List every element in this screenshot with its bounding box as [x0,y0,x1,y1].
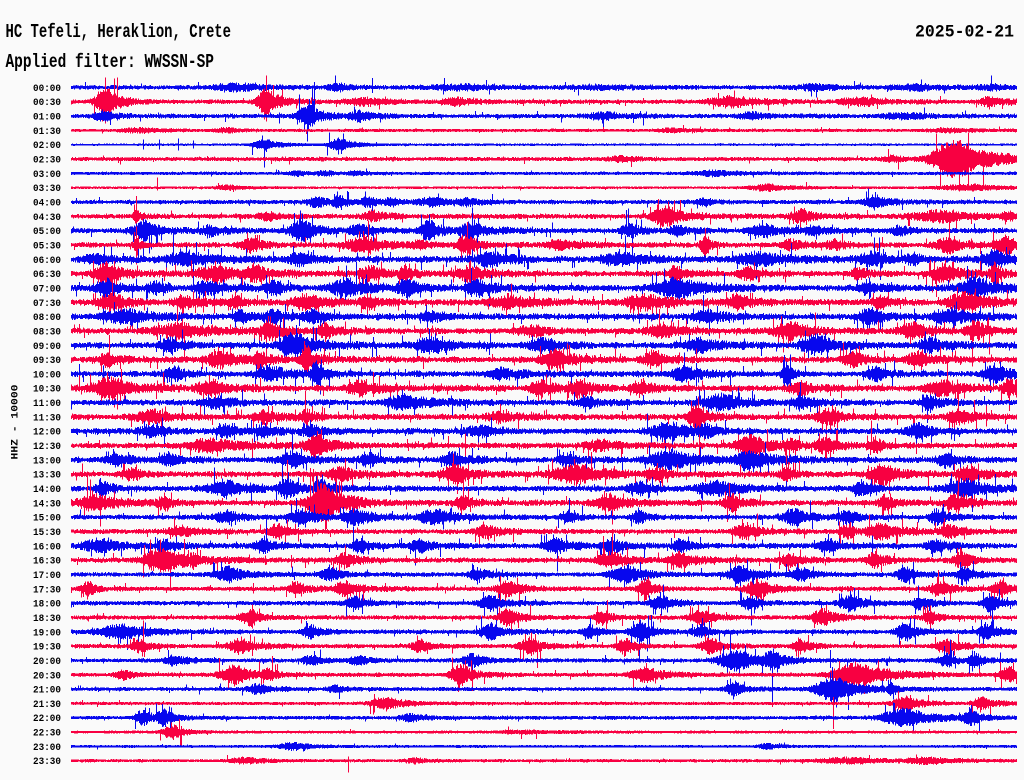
svg-text:22:30: 22:30 [33,728,61,740]
svg-text:21:30: 21:30 [33,699,61,711]
svg-text:05:00: 05:00 [33,226,61,238]
svg-text:12:30: 12:30 [33,441,61,453]
svg-text:15:00: 15:00 [33,513,61,525]
svg-text:05:30: 05:30 [33,241,61,253]
svg-text:08:30: 08:30 [33,327,61,339]
svg-text:02:00: 02:00 [33,140,61,152]
svg-text:20:00: 20:00 [33,656,61,668]
svg-text:19:30: 19:30 [33,642,61,654]
svg-text:23:30: 23:30 [33,756,61,768]
svg-text:08:00: 08:00 [33,312,61,324]
svg-text:04:00: 04:00 [33,198,61,210]
svg-text:11:30: 11:30 [33,413,61,425]
svg-text:Applied filter: WWSSN-SP: Applied filter: WWSSN-SP [6,51,215,73]
svg-text:16:00: 16:00 [33,542,61,554]
svg-text:18:30: 18:30 [33,613,61,625]
svg-text:HHZ - 10000: HHZ - 10000 [10,385,22,460]
svg-text:07:00: 07:00 [33,284,61,296]
svg-text:02:30: 02:30 [33,155,61,167]
svg-text:14:00: 14:00 [33,484,61,496]
svg-text:09:30: 09:30 [33,355,61,367]
svg-text:12:00: 12:00 [33,427,61,439]
svg-text:03:00: 03:00 [33,169,61,181]
svg-text:17:30: 17:30 [33,585,61,597]
svg-text:07:30: 07:30 [33,298,61,310]
svg-text:00:00: 00:00 [33,83,61,95]
svg-text:18:00: 18:00 [33,599,61,611]
svg-text:16:30: 16:30 [33,556,61,568]
svg-text:03:30: 03:30 [33,183,61,195]
svg-text:10:00: 10:00 [33,370,61,382]
svg-text:17:00: 17:00 [33,570,61,582]
svg-text:06:30: 06:30 [33,269,61,281]
svg-text:19:00: 19:00 [33,628,61,640]
svg-text:20:30: 20:30 [33,671,61,683]
svg-text:09:00: 09:00 [33,341,61,353]
svg-text:HC Tefeli, Heraklion, Crete: HC Tefeli, Heraklion, Crete [6,21,232,43]
svg-text:23:00: 23:00 [33,742,61,754]
svg-text:00:30: 00:30 [33,97,61,109]
svg-text:21:00: 21:00 [33,685,61,697]
svg-text:04:30: 04:30 [33,212,61,224]
svg-text:14:30: 14:30 [33,499,61,511]
svg-text:01:00: 01:00 [33,112,61,124]
svg-text:10:30: 10:30 [33,384,61,396]
svg-text:13:30: 13:30 [33,470,61,482]
svg-text:06:00: 06:00 [33,255,61,267]
svg-text:11:00: 11:00 [33,398,61,410]
svg-text:2025-02-21: 2025-02-21 [915,23,1014,43]
svg-text:01:30: 01:30 [33,126,61,138]
svg-text:15:30: 15:30 [33,527,61,539]
svg-text:13:00: 13:00 [33,456,61,468]
svg-text:22:00: 22:00 [33,713,61,725]
